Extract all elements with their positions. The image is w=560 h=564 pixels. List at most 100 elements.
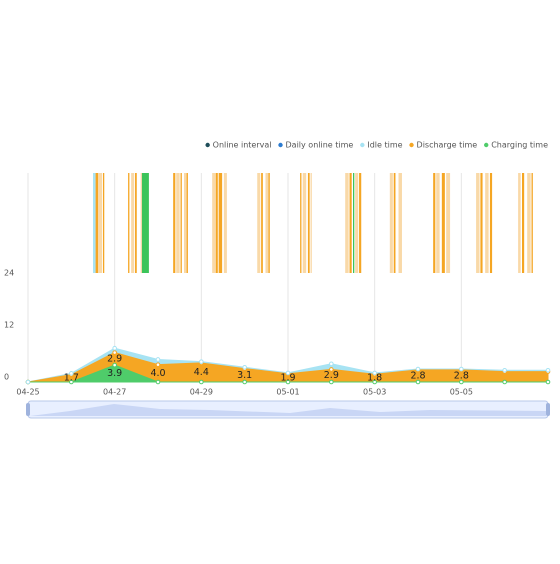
zoom-handle[interactable] — [26, 403, 30, 416]
legend-marker — [409, 142, 414, 148]
online-interval — [98, 173, 103, 273]
online-interval — [349, 173, 352, 273]
online-interval — [268, 173, 270, 273]
point — [502, 379, 507, 385]
point — [545, 379, 551, 385]
data-label: 1.9 — [280, 372, 295, 383]
legend-label: Discharge time — [417, 141, 478, 150]
data-label: 4.4 — [194, 367, 209, 378]
online-interval — [261, 173, 263, 273]
point — [415, 366, 421, 372]
online-interval — [186, 173, 188, 273]
data-label: 1.8 — [367, 373, 382, 384]
legend-label: Daily online time — [286, 141, 354, 150]
online-interval — [184, 173, 187, 273]
online-interval — [398, 173, 402, 273]
point — [112, 362, 117, 368]
online-interval — [489, 173, 493, 273]
online-interval — [215, 173, 218, 273]
online-interval — [300, 173, 302, 273]
online-interval — [257, 173, 261, 273]
x-tick-label: 05-01 — [276, 388, 299, 397]
point — [415, 379, 421, 385]
online-interval — [531, 173, 533, 273]
point — [199, 379, 204, 385]
x-tick-label: 04-29 — [190, 388, 213, 397]
point — [242, 364, 247, 370]
point — [242, 379, 247, 385]
online-interval — [265, 173, 269, 273]
online-interval — [527, 173, 531, 273]
legend-marker — [205, 142, 210, 148]
online-interval — [212, 173, 216, 273]
point — [329, 367, 334, 372]
point — [112, 345, 117, 351]
x-tick-label: 04-25 — [16, 388, 39, 397]
online-interval — [345, 173, 349, 273]
online-interval — [355, 173, 359, 273]
point — [285, 370, 291, 376]
data-label: 1.7 — [64, 373, 79, 384]
online-interval — [95, 173, 99, 273]
point — [372, 370, 377, 376]
data-label: 2.8 — [410, 370, 425, 381]
zoom-preview — [30, 404, 546, 416]
online-interval — [436, 173, 440, 273]
online-interval — [389, 173, 393, 273]
online-interval — [359, 173, 362, 273]
online-interval — [480, 173, 483, 273]
point — [199, 359, 204, 364]
online-interval — [310, 173, 312, 273]
online-interval — [176, 173, 180, 273]
legend-item[interactable]: Online interval — [205, 141, 272, 150]
zoom-handle[interactable] — [546, 403, 550, 416]
legend-marker — [360, 142, 365, 148]
data-label: 3.9 — [107, 368, 122, 379]
online-interval — [485, 173, 489, 273]
online-interval — [353, 173, 355, 273]
online-interval — [173, 173, 176, 273]
online-interval — [441, 173, 445, 273]
online-interval — [223, 173, 227, 273]
online-interval — [218, 173, 223, 273]
online-interval — [476, 173, 480, 273]
data-label: 2.9 — [324, 370, 339, 381]
point — [459, 379, 464, 385]
x-tick-label: 04-27 — [103, 388, 126, 397]
point — [502, 368, 507, 373]
online-interval — [302, 173, 307, 273]
online-interval — [140, 173, 142, 273]
y-tick-label: 12 — [4, 321, 14, 330]
point — [69, 379, 74, 385]
point — [285, 379, 291, 385]
legend-marker — [484, 142, 489, 148]
x-tick-label: 05-03 — [363, 388, 386, 397]
online-interval — [518, 173, 521, 273]
legend-label: Idle time — [367, 141, 402, 150]
point — [329, 379, 334, 385]
legend-item[interactable]: Idle time — [360, 141, 403, 150]
legend-label: Online interval — [213, 141, 272, 150]
online-interval — [180, 173, 182, 273]
legend-item[interactable]: Discharge time — [409, 141, 477, 150]
point — [459, 366, 464, 372]
point — [329, 361, 334, 367]
point — [155, 357, 161, 362]
data-label: 3.1 — [237, 370, 252, 381]
point — [25, 379, 31, 385]
online-interval — [128, 173, 130, 273]
data-zoom[interactable] — [26, 400, 550, 419]
point — [69, 371, 74, 376]
legend-item[interactable]: Charging time — [484, 141, 548, 150]
point — [545, 368, 551, 373]
point — [155, 362, 161, 367]
online-interval — [307, 173, 310, 273]
online-interval — [446, 173, 451, 273]
online-interval — [393, 173, 396, 273]
online-interval — [141, 173, 149, 273]
online-interval — [102, 173, 105, 273]
data-label: 2.9 — [107, 353, 122, 364]
legend-item[interactable]: Daily online time — [278, 141, 353, 150]
point — [112, 350, 117, 355]
